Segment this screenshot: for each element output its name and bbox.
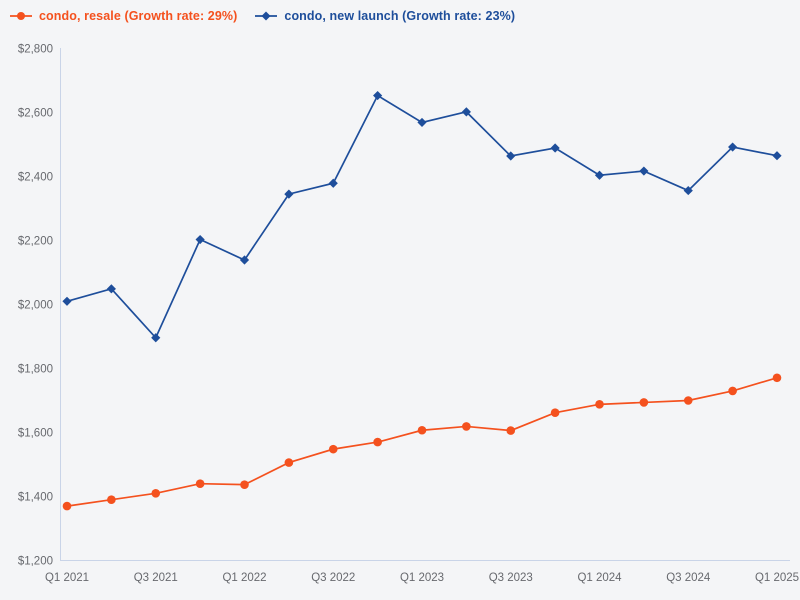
x-tick-label: Q1 2021 [45, 572, 89, 584]
resale-legend-circle-icon [17, 12, 25, 20]
resale-point [284, 458, 294, 467]
new-launch-legend-diamond-icon [261, 11, 271, 21]
resale-point [683, 396, 693, 405]
y-tick-label: $1,400 [18, 492, 53, 504]
new-launch-point [195, 234, 205, 245]
new-launch-legend-marker-icon [255, 11, 278, 21]
legend-item-new-launch[interactable]: condo, new launch (Growth rate: 23%) [255, 9, 515, 23]
resale-point [151, 489, 161, 498]
new-launch-point [151, 333, 161, 343]
resale-point [373, 437, 382, 447]
resale-point [550, 408, 560, 417]
legend-resale-label: condo, resale (Growth rate: 29%) [39, 9, 238, 23]
x-tick-label: Q1 2023 [400, 572, 444, 584]
resale-legend-marker-icon [10, 12, 32, 20]
x-tick-label: Q1 2025 [755, 572, 799, 584]
resale-point [62, 501, 72, 511]
new-launch-point [550, 143, 560, 153]
new-launch-point [62, 296, 72, 306]
y-tick-label: $2,000 [18, 300, 53, 312]
new-launch-point [284, 189, 294, 199]
new-launch-point [639, 166, 649, 176]
x-tick-label: Q3 2024 [666, 572, 711, 584]
new-launch-point [728, 142, 738, 152]
new-launch-point [373, 90, 383, 101]
y-tick-label: $1,200 [18, 556, 53, 568]
x-tick-label: Q1 2024 [577, 572, 622, 584]
x-tick-label: Q3 2022 [311, 572, 355, 584]
resale-line [66, 376, 778, 507]
resale-point [328, 444, 338, 454]
new-launch-point [772, 151, 782, 161]
x-tick-label: Q1 2022 [222, 572, 266, 584]
new-launch-line [66, 94, 778, 340]
resale-point [417, 425, 427, 435]
resale-point [506, 426, 516, 435]
resale-point [595, 400, 604, 409]
legend-new-launch-label: condo, new launch (Growth rate: 23%) [284, 9, 516, 23]
resale-point [240, 480, 249, 489]
resale-point [639, 398, 649, 407]
y-tick-label: $2,400 [18, 172, 53, 184]
new-launch-point [106, 284, 116, 294]
y-tick-label: $2,200 [18, 236, 53, 248]
legend-item-resale[interactable]: condo, resale (Growth rate: 29%) [10, 9, 237, 23]
new-launch-point [239, 255, 250, 265]
new-launch-point [594, 170, 605, 180]
new-launch-point [683, 185, 693, 196]
resale-point [728, 386, 737, 396]
resale-point [195, 479, 205, 489]
new-launch-point [328, 178, 338, 188]
resale-point [772, 373, 782, 383]
new-launch-point [417, 117, 427, 128]
y-tick-label: $1,600 [18, 428, 53, 440]
y-tick-label: $2,800 [18, 44, 53, 56]
resale-point [462, 422, 471, 431]
x-tick-label: Q3 2021 [134, 572, 178, 584]
x-tick-label: Q3 2023 [489, 572, 533, 584]
new-launch-point [461, 107, 471, 117]
y-tick-label: $1,800 [18, 364, 53, 376]
chart-legend: condo, resale (Growth rate: 29%) condo, … [10, 9, 515, 23]
resale-point [107, 495, 116, 505]
new-launch-point [506, 151, 516, 161]
y-tick-label: $2,600 [18, 108, 53, 120]
